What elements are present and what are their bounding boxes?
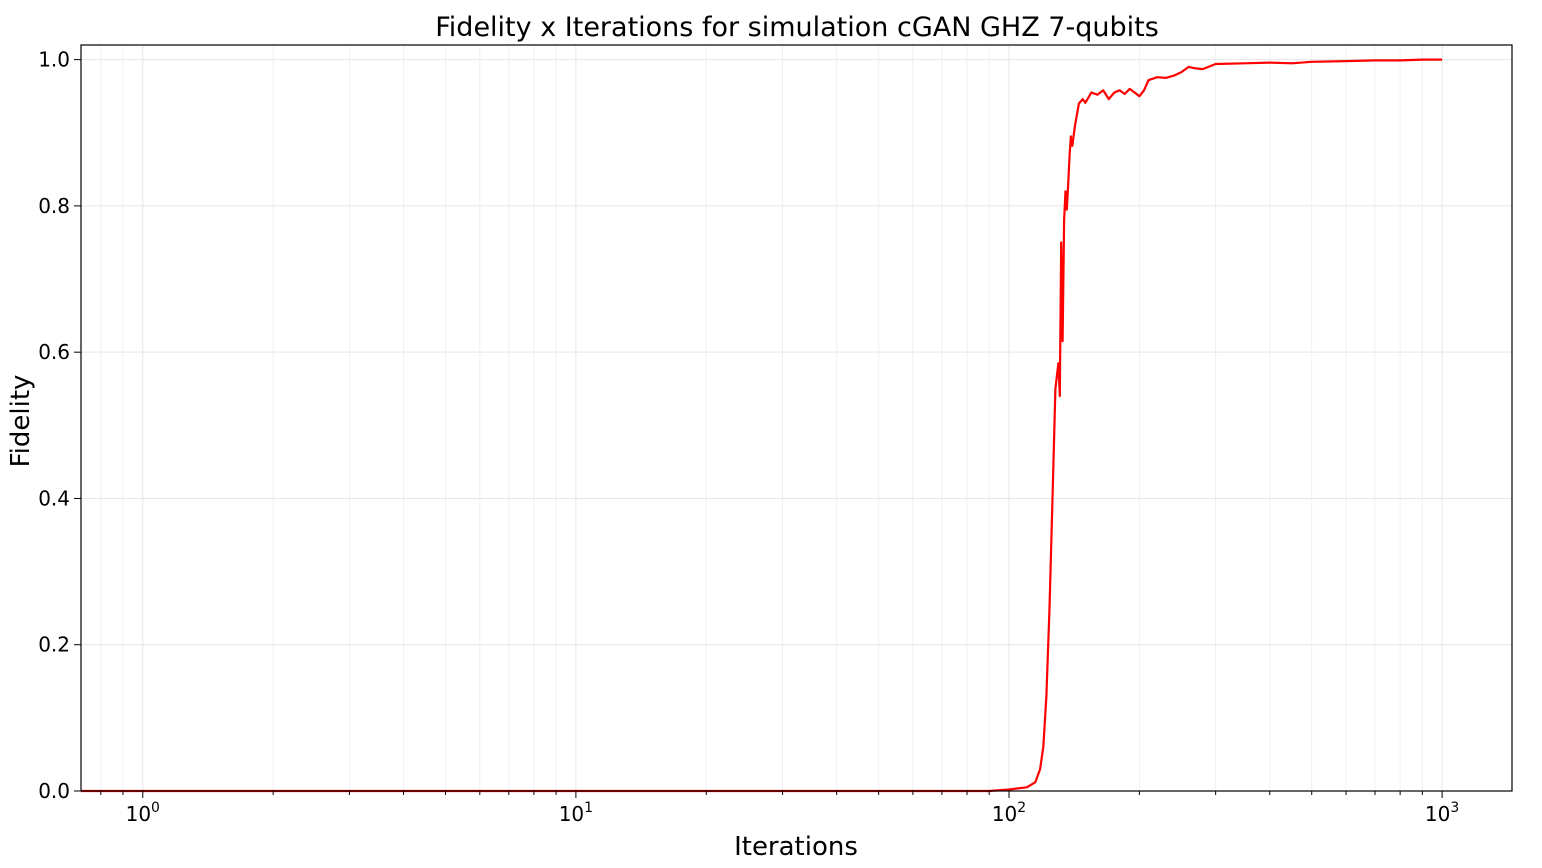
y-tick-label: 0.0: [38, 779, 70, 803]
y-tick-label: 0.6: [38, 340, 70, 364]
y-axis: 0.0 0.2 0.4 0.6 0.8 1.0: [38, 48, 81, 803]
x-tick-label: 100: [126, 800, 160, 826]
grid: [81, 45, 1512, 792]
fidelity-line: [81, 58, 1443, 793]
y-tick-label: 0.2: [38, 633, 70, 657]
y-tick-label: 1.0: [38, 48, 70, 72]
y-axis-label: Fidelity: [6, 375, 36, 468]
x-tick-label: 102: [992, 800, 1026, 826]
chart-title: Fidelity x Iterations for simulation cGA…: [435, 12, 1159, 43]
plot-frame: [80, 44, 1513, 792]
x-tick-label: 103: [1425, 800, 1459, 826]
y-tick-label: 0.8: [38, 194, 70, 218]
y-tick-label: 0.4: [38, 486, 70, 510]
x-axis: 100 101 102 103: [100, 791, 1459, 826]
x-axis-label: Iterations: [734, 832, 858, 862]
x-tick-label: 101: [559, 800, 593, 826]
